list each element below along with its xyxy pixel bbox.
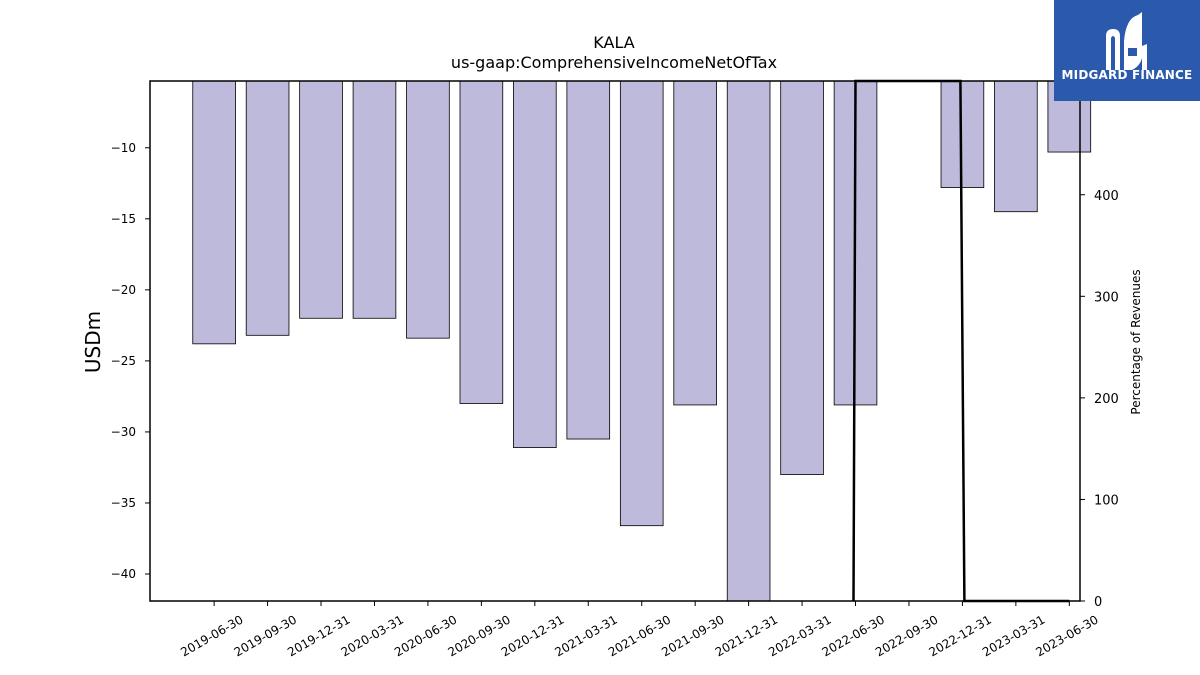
plot-border [149,80,1081,602]
x-axis: 2019-06-302019-09-302019-12-312020-03-31… [178,601,1101,659]
brand-logo: MIDGARD FINANCE [1054,0,1200,101]
bar-2019-09-30 [245,80,290,336]
y2-tick-label: 200 [1094,392,1119,407]
y-tick-label: −30 [111,425,136,439]
bar-2021-06-30 [619,80,664,527]
y-axis-left: −10 −15 −20 −25 −30 −35 −40 [111,141,150,581]
logo-text: MIDGARD FINANCE [1061,68,1193,82]
bar-2021-09-30 [673,80,717,406]
bar-2021-03-31 [566,80,611,440]
bar-2020-06-30 [406,80,450,339]
chart-title: KALA [593,33,634,52]
plot-frame [149,80,1081,602]
chart-subtitle: us-gaap:ComprehensiveIncomeNetOfTax [451,53,777,72]
y2-axis-label: Percentage of Revenues [1129,269,1143,414]
bar-2019-12-31 [299,80,343,319]
y-axis-label: USDm [81,311,105,373]
y2-tick-label: 100 [1094,493,1119,508]
bar-2022-03-31 [780,80,824,475]
y2-tick-label: 400 [1094,189,1119,204]
bar-2019-06-30 [192,80,236,345]
y-tick-label: −25 [111,354,136,368]
y2-tick-label: 0 [1094,595,1102,610]
y-tick-label: −15 [111,212,136,226]
bar-2022-12-31 [940,80,985,188]
bar-2023-03-31 [994,80,1038,213]
y2-tick-label: 300 [1094,290,1119,305]
y-tick-label: −10 [111,141,136,155]
y-tick-label: −35 [111,496,136,510]
bar-2020-09-30 [459,80,504,404]
y-tick-label: −20 [111,283,136,297]
bars-group [192,80,1092,602]
midgard-logo-icon [1106,12,1147,70]
bar-2020-12-31 [513,80,557,448]
y-tick-label: −40 [111,567,136,581]
bar-2021-12-31 [726,80,771,602]
bar-2020-03-31 [352,80,397,319]
y-axis-right: 0 100 200 300 400 [1080,189,1119,610]
